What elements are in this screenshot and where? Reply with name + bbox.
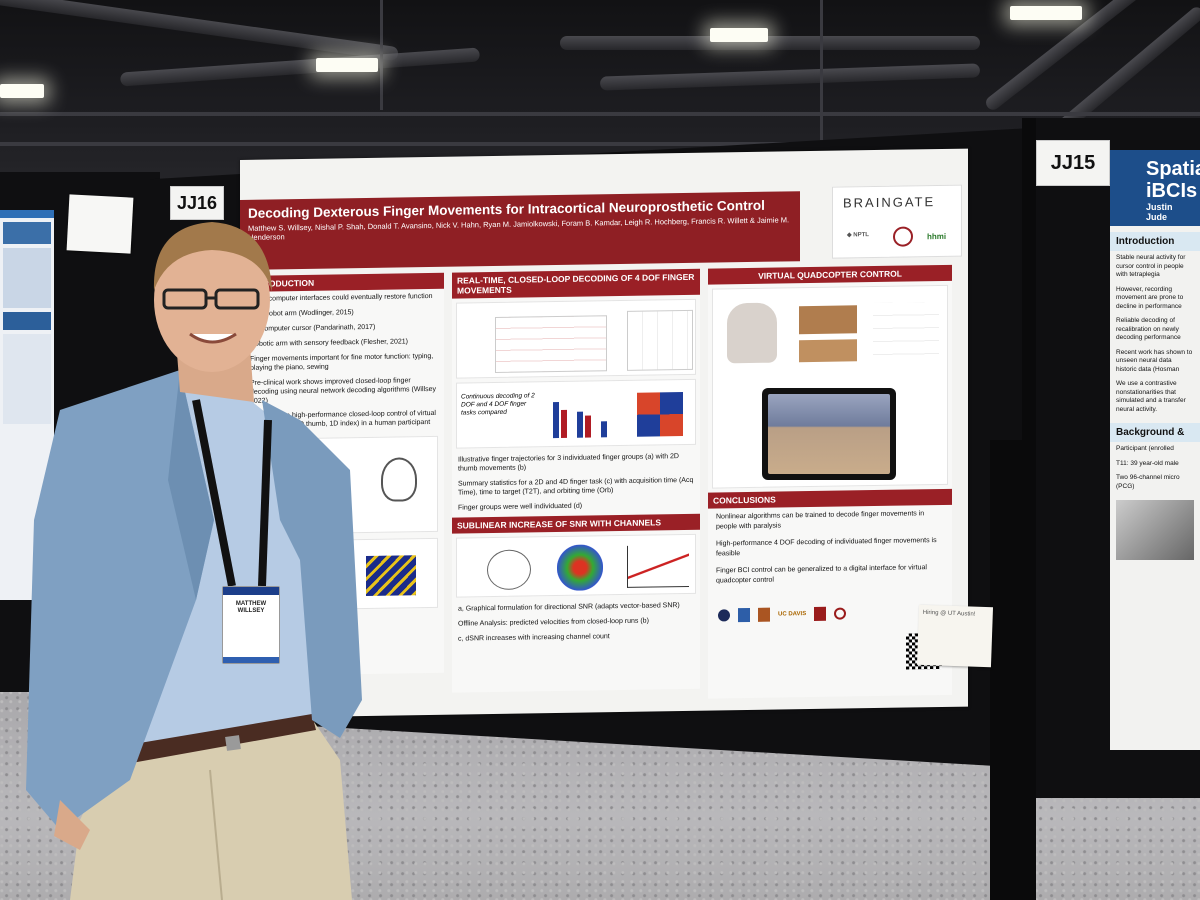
right-poster-intro-line: Reliable decoding of recalibration on ne… — [1116, 317, 1181, 341]
realtime-bullet: Finger groups were well individuated (d) — [458, 502, 583, 512]
braingate-logo: BRAINGATE — [843, 194, 936, 211]
left-poster-header — [0, 210, 54, 218]
booth-label-jj16: JJ16 — [170, 186, 224, 220]
quadcopter-header: VIRTUAL QUADCOPTER CONTROL — [708, 264, 952, 285]
ceiling-duct — [560, 36, 980, 50]
paper-note — [66, 194, 134, 254]
right-poster-title-2: iBCIs — [1146, 180, 1198, 202]
badge-name: MATTHEW WILLSEY — [235, 601, 267, 614]
badge-stripe — [223, 587, 279, 595]
ceiling-duct — [0, 0, 399, 62]
ceiling-beam — [380, 0, 383, 110]
snr-bullet: c, dSNR increases with increasing channe… — [458, 633, 610, 643]
stanford-seal-icon — [893, 226, 913, 247]
quadcopter-diagram — [873, 302, 939, 364]
conclusion-item: Finger BCI control can be generalized to… — [716, 564, 927, 585]
name-badge: MATTHEW WILLSEY — [222, 586, 280, 664]
summary-statistics-figure: Continuous decoding of 2 DOF and 4 DOF f… — [456, 378, 696, 449]
finger-trajectories-figure — [456, 298, 696, 379]
ceiling-beam — [820, 0, 823, 140]
conclusion-item: Nonlinear algorithms can be trained to d… — [716, 510, 925, 531]
institution-logos: UC DAVIS — [714, 592, 946, 636]
tablet-device — [762, 388, 896, 480]
right-poster-title-band: Spatia iBCIs Justin Jude — [1110, 150, 1200, 226]
nptl-logo-icon: ◆ NPTL — [847, 232, 869, 239]
left-poster-block — [3, 312, 51, 330]
bar — [553, 401, 559, 439]
thumb-trajectory-plot — [627, 309, 693, 371]
right-poster-background-line: Participant (enrolled — [1116, 445, 1174, 452]
ceiling-duct — [599, 63, 981, 91]
right-neighbor-poster: Spatia iBCIs Justin Jude Introduction St… — [1110, 150, 1200, 750]
left-poster-block — [3, 248, 51, 308]
setup-figure — [250, 435, 438, 535]
harvard-logo-icon — [814, 606, 827, 621]
right-poster-intro-line: We use a contrastive nonstationarities t… — [1116, 380, 1186, 413]
right-poster-intro-header: Introduction — [1110, 232, 1200, 251]
left-poster-block — [3, 222, 51, 244]
va-logo-icon — [718, 609, 730, 622]
right-poster-background-line: T11: 39 year-old male — [1116, 459, 1179, 467]
sticky-note: Hiring @ UT Austin! — [916, 604, 994, 668]
right-poster-author: Justin Jude — [1146, 202, 1173, 222]
intro-line: Demonstrate high-performance closed-loop… — [250, 409, 436, 429]
brown-logo-icon — [758, 607, 770, 622]
dsnr-channel-plot — [627, 544, 689, 588]
ceiling-beam — [0, 142, 1200, 146]
board-post — [1022, 118, 1036, 900]
quadcopter-scene-image — [799, 339, 857, 363]
right-poster-intro-line: However, recording movement are prone to… — [1116, 285, 1184, 310]
right-poster-intro-line: Stable neural activity for cursor contro… — [1116, 254, 1186, 278]
ceiling-light — [316, 58, 378, 72]
ceiling-light — [1010, 6, 1082, 20]
right-poster-background-line: Two 96-channel micro (PCG) — [1116, 474, 1180, 490]
finger-dexterity-matrix — [637, 392, 683, 437]
ceiling-duct — [119, 47, 481, 87]
head-diagram-icon — [381, 457, 417, 502]
confusion-matrix — [366, 555, 416, 597]
right-poster-intro-line: Recent work has shown to unseen neural d… — [1116, 348, 1193, 373]
bar — [561, 409, 567, 438]
left-neighbor-poster — [0, 210, 54, 600]
left-poster-block — [3, 334, 51, 424]
realtime-caption: Continuous decoding of 2 DOF and 4 DOF f… — [461, 392, 535, 417]
realtime-column: REAL-TIME, CLOSED-LOOP DECODING OF 4 DOF… — [452, 268, 700, 693]
conclusion-item: High-performance 4 DOF decoding of indiv… — [716, 537, 937, 558]
ceiling-light — [710, 28, 768, 42]
hand-diagram-icon — [727, 302, 777, 364]
predicted-velocity-plot — [557, 544, 603, 592]
quadcopter-column: VIRTUAL QUADCOPTER CONTROL CONCLUSIONS N… — [708, 264, 952, 699]
mgh-logo-icon — [738, 607, 750, 623]
snr-figure — [456, 533, 696, 598]
dsnr-formulation-plot — [487, 549, 531, 591]
bar — [577, 411, 583, 438]
trajectory-plot — [495, 315, 607, 373]
poster-title-band: Decoding Dexterous Finger Movements for … — [240, 191, 800, 270]
right-poster-background-header: Background & — [1110, 423, 1200, 442]
classification-label: Classification Accuracy: 84% — [257, 544, 334, 552]
sublinear-header: SUBLINEAR INCREASE OF SNR WITH CHANNELS — [452, 513, 700, 534]
right-poster-title-1: Spatia — [1146, 158, 1200, 180]
realtime-header: REAL-TIME, CLOSED-LOOP DECODING OF 4 DOF… — [452, 268, 700, 299]
intro-line: Finger movements important for fine moto… — [250, 352, 434, 372]
bar — [601, 421, 607, 438]
quadcopter-scene-image — [799, 305, 857, 335]
ceiling-beam — [0, 112, 1200, 116]
stanford-logo-icon — [834, 607, 847, 620]
booth-label-jj15: JJ15 — [1036, 140, 1110, 186]
tablet-screen — [768, 394, 890, 474]
array-photo — [1116, 500, 1194, 560]
hhmi-logo-icon: hhmi — [927, 231, 947, 242]
ceiling-light — [0, 84, 44, 98]
sponsor-logos: BRAINGATE ◆ NPTL hhmi — [832, 184, 962, 259]
intro-line: Pre-clinical work shows improved closed-… — [250, 377, 436, 405]
ucdavis-logo-icon: UC DAVIS — [778, 611, 807, 618]
badge-footer — [223, 657, 279, 663]
bar — [585, 415, 591, 438]
